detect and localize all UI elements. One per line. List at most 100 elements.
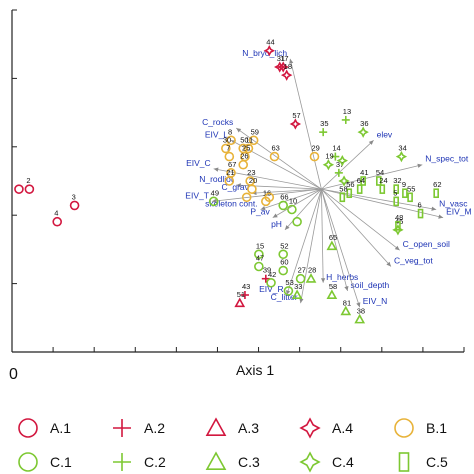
legend-item: B.1 xyxy=(392,416,447,440)
legend-marker xyxy=(113,453,131,471)
vector-arrowhead xyxy=(394,245,400,251)
point-label: 36 xyxy=(360,119,368,128)
legend-label: C.3 xyxy=(238,454,260,470)
vector-arrow xyxy=(321,188,400,251)
data-point xyxy=(356,184,363,194)
vector-arrowhead xyxy=(320,278,326,283)
vector-arrow xyxy=(321,139,374,190)
data-point xyxy=(360,176,366,186)
legend-marker xyxy=(394,418,414,438)
point-label: 66 xyxy=(280,192,288,201)
vector-label: EIV_M xyxy=(446,207,472,217)
vector-arrow xyxy=(272,188,322,218)
point-label: 6 xyxy=(418,201,422,210)
point-label: 30 xyxy=(223,135,231,144)
vector-arrowhead xyxy=(260,206,266,211)
vector-arrow xyxy=(230,139,322,190)
data-point xyxy=(280,69,293,81)
legend-marker xyxy=(205,451,227,471)
data-point xyxy=(292,216,302,227)
vector-arrowhead xyxy=(431,206,437,211)
vector-arrow xyxy=(321,189,324,283)
point-label: 63 xyxy=(272,144,280,153)
vector-label: pH xyxy=(271,219,282,229)
data-point xyxy=(417,208,424,219)
data-point xyxy=(354,313,366,324)
vector-arrowhead xyxy=(299,298,304,304)
point-label: 65 xyxy=(329,233,337,242)
vector-arrow xyxy=(289,58,322,190)
point-label: 41 xyxy=(360,168,368,177)
data-point xyxy=(336,154,348,167)
data-point xyxy=(326,240,338,251)
data-point xyxy=(326,289,338,300)
vector-label: skeleton cont. xyxy=(205,199,257,209)
data-point xyxy=(224,151,235,162)
data-point xyxy=(264,192,275,203)
point-label: 19 xyxy=(325,152,333,161)
data-point xyxy=(433,188,439,199)
vector-arrow xyxy=(321,164,423,190)
vector-arrowhead xyxy=(386,261,391,267)
point-label: 11 xyxy=(245,135,253,144)
vector-arrow xyxy=(286,189,322,296)
point-label: 37 xyxy=(336,160,344,169)
point-label: 64 xyxy=(357,176,365,185)
vector-label: EIV_L xyxy=(205,129,228,139)
point-label: 62 xyxy=(433,180,441,189)
point-label: 35 xyxy=(320,119,328,128)
point-label: 26 xyxy=(240,152,248,161)
ordination-plot: N_bryo_lich C_rocks EIV_L EIV_C N_rodliotC_g… xyxy=(11,9,472,353)
vector-arrowhead xyxy=(211,198,217,203)
data-point xyxy=(357,126,369,138)
data-point xyxy=(278,265,289,276)
point-label: 29 xyxy=(311,144,319,153)
point-label: 7 xyxy=(226,144,230,153)
vector-label: EIV_T xyxy=(185,190,209,200)
vector-label: P_av xyxy=(250,207,270,217)
data-point xyxy=(322,159,335,171)
vector-arrow xyxy=(284,188,322,231)
legend-label: C.1 xyxy=(50,454,72,470)
vector-label: C_rocks xyxy=(202,117,233,127)
data-point xyxy=(283,286,294,296)
data-point xyxy=(338,175,350,187)
point-label: 47 xyxy=(256,254,264,263)
legend-label: B.1 xyxy=(426,420,448,436)
point-label: 53 xyxy=(285,278,293,287)
point-label: 43 xyxy=(242,282,250,291)
point-label: 57 xyxy=(292,111,300,120)
vector-label: N_bryo_lich xyxy=(242,48,287,58)
data-point xyxy=(340,305,352,316)
vector-label: N_vasc xyxy=(439,199,468,209)
point-label: 38 xyxy=(357,306,365,315)
data-point xyxy=(339,192,346,203)
vector-label: C_veg_tot xyxy=(394,256,433,266)
vector-label: N_spec_tot xyxy=(425,154,469,164)
point-label: 9 xyxy=(402,180,406,189)
vector-arrow xyxy=(300,189,322,304)
point-label: 10 xyxy=(289,197,297,206)
vector-arrow xyxy=(321,189,361,308)
legend-label: A.3 xyxy=(238,420,260,436)
vector-label: C_litter xyxy=(271,292,298,302)
data-point xyxy=(224,176,235,186)
point-label: 42 xyxy=(268,270,276,279)
point-label: 44 xyxy=(266,38,274,47)
data-point xyxy=(269,151,280,162)
data-point xyxy=(305,273,317,283)
point-label: 14 xyxy=(332,144,340,153)
point-label: 3 xyxy=(72,192,76,201)
vector-label: elev xyxy=(377,129,393,139)
legend-item: C.4 xyxy=(298,450,354,474)
point-label: 25 xyxy=(242,144,250,153)
point-label: 20 xyxy=(249,176,257,185)
data-point xyxy=(309,151,320,162)
data-point xyxy=(52,216,63,227)
data-point xyxy=(243,143,254,154)
point-label: 58 xyxy=(329,282,337,291)
data-point xyxy=(263,45,275,57)
legend-marker xyxy=(18,418,38,438)
vector-arrowhead xyxy=(213,167,219,172)
vector-arrow xyxy=(251,188,322,194)
